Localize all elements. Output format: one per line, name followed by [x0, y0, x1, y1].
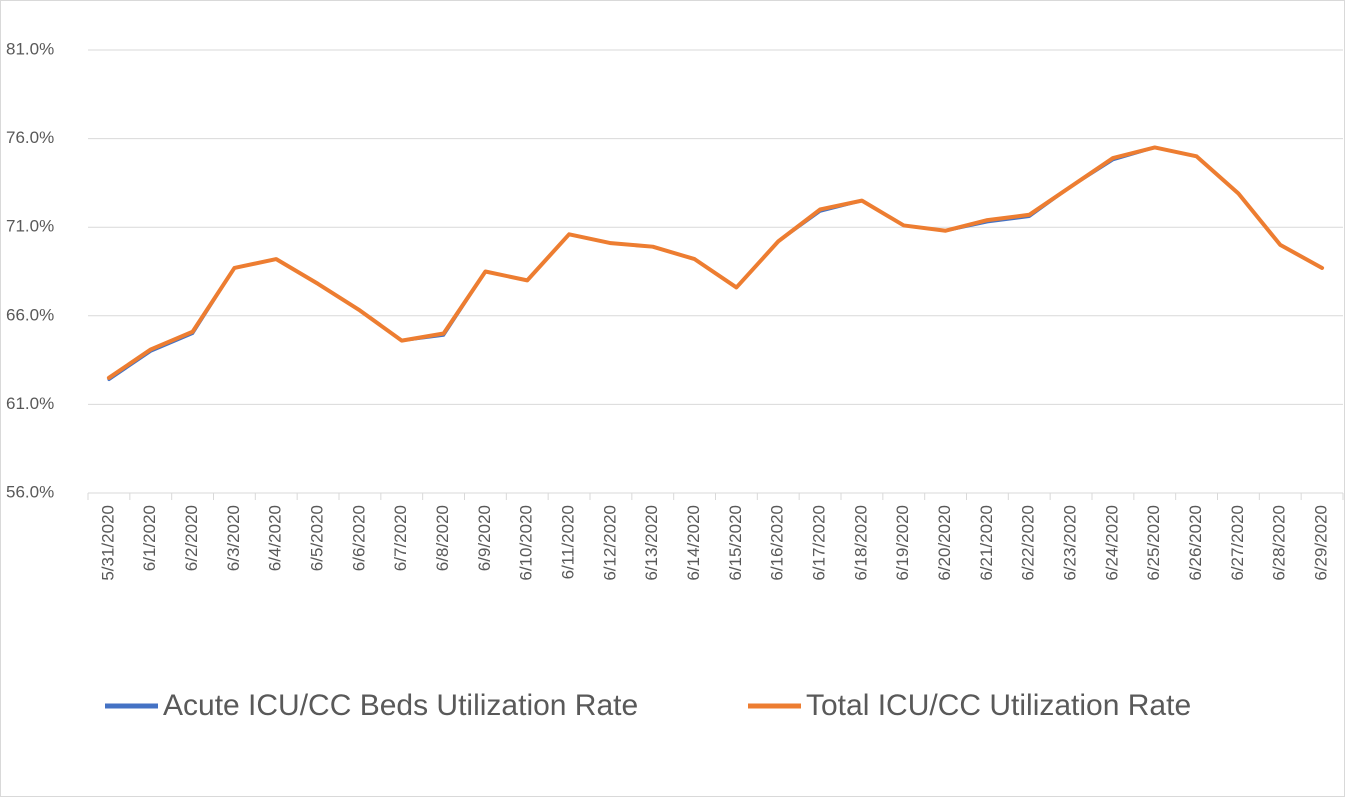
x-tick-label: 6/15/2020	[726, 505, 745, 581]
x-tick-label: 6/10/2020	[517, 505, 536, 581]
x-tick-label: 6/5/2020	[308, 505, 327, 571]
x-tick-label: 6/29/2020	[1312, 505, 1331, 581]
y-tick-label: 81.0%	[6, 39, 54, 58]
x-tick-label: 6/2/2020	[182, 505, 201, 571]
x-tick-label: 6/25/2020	[1144, 505, 1163, 581]
x-tick-label: 6/22/2020	[1019, 505, 1038, 581]
x-tick-label: 6/18/2020	[851, 505, 870, 581]
x-tick-label: 6/23/2020	[1061, 505, 1080, 581]
x-tick-label: 6/24/2020	[1102, 505, 1121, 581]
x-tick-label: 6/13/2020	[642, 505, 661, 581]
x-tick-label: 6/9/2020	[475, 505, 494, 571]
x-tick-label: 6/4/2020	[266, 505, 285, 571]
x-tick-label: 6/14/2020	[684, 505, 703, 581]
y-tick-label: 56.0%	[6, 482, 54, 501]
x-tick-label: 6/7/2020	[391, 505, 410, 571]
x-tick-label: 6/28/2020	[1270, 505, 1289, 581]
x-tick-label: 6/8/2020	[433, 505, 452, 571]
x-tick-label: 6/3/2020	[224, 505, 243, 571]
x-tick-label: 6/19/2020	[893, 505, 912, 581]
x-tick-label: 6/17/2020	[810, 505, 829, 581]
x-tick-label: 6/21/2020	[977, 505, 996, 581]
y-tick-label: 76.0%	[6, 128, 54, 147]
legend-label: Acute ICU/CC Beds Utilization Rate	[163, 689, 638, 722]
x-tick-label: 6/11/2020	[559, 505, 578, 579]
x-tick-label: 6/12/2020	[600, 505, 619, 581]
x-tick-label: 6/1/2020	[140, 505, 159, 571]
x-tick-label: 5/31/2020	[98, 505, 117, 581]
x-tick-label: 6/20/2020	[935, 505, 954, 581]
x-tick-label: 6/16/2020	[768, 505, 787, 581]
series-line	[106, 145, 1325, 380]
y-tick-label: 61.0%	[6, 394, 54, 413]
x-tick-label: 6/6/2020	[349, 505, 368, 571]
x-tick-label: 6/26/2020	[1186, 505, 1205, 581]
y-tick-label: 66.0%	[6, 305, 54, 324]
legend-label: Total ICU/CC Utilization Rate	[806, 689, 1191, 722]
y-tick-label: 71.0%	[6, 217, 54, 236]
x-tick-label: 6/27/2020	[1228, 505, 1247, 581]
